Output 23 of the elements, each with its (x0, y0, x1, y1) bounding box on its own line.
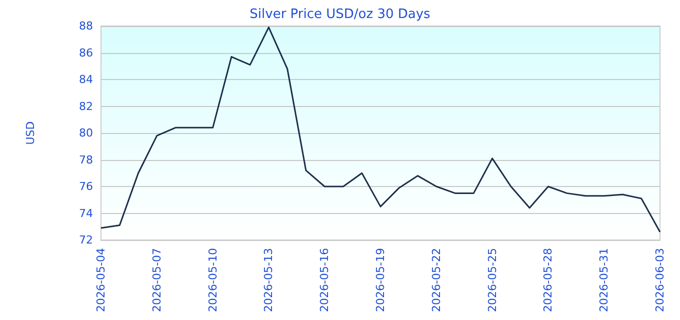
x-tick-label: 2026-05-28 (542, 248, 555, 312)
x-tick-label: 2026-05-07 (150, 248, 164, 312)
line-series (100, 26, 661, 233)
x-tick-label: 2026-05-13 (262, 248, 276, 312)
y-tick-label: 78 (79, 153, 93, 166)
chart-title: Silver Price USD/oz 30 Days (250, 7, 431, 22)
x-tick-label: 2026-05-10 (206, 248, 220, 312)
y-tick-label: 76 (79, 180, 93, 193)
y-tick-label: 84 (79, 73, 93, 86)
y-tick-label: 86 (79, 46, 93, 60)
x-tick-label: 2026-05-04 (94, 248, 108, 312)
x-tick-label: 2026-05-25 (486, 248, 499, 312)
x-tick-label: 2026-05-16 (318, 248, 332, 312)
x-tick-label: 2026-05-19 (374, 248, 387, 312)
x-tick-label: 2026-05-22 (430, 248, 443, 312)
y-tick-label: 72 (79, 234, 93, 246)
y-tick-label: 80 (79, 126, 93, 140)
x-tick-label: 2026-06-03 (654, 248, 666, 312)
x-tick-label: 2026-05-31 (598, 248, 611, 312)
y-axis-title: USD (24, 121, 37, 145)
y-tick-label: 82 (79, 100, 93, 113)
y-tick-label: 74 (79, 206, 93, 220)
y-tick-label: 88 (79, 20, 93, 32)
